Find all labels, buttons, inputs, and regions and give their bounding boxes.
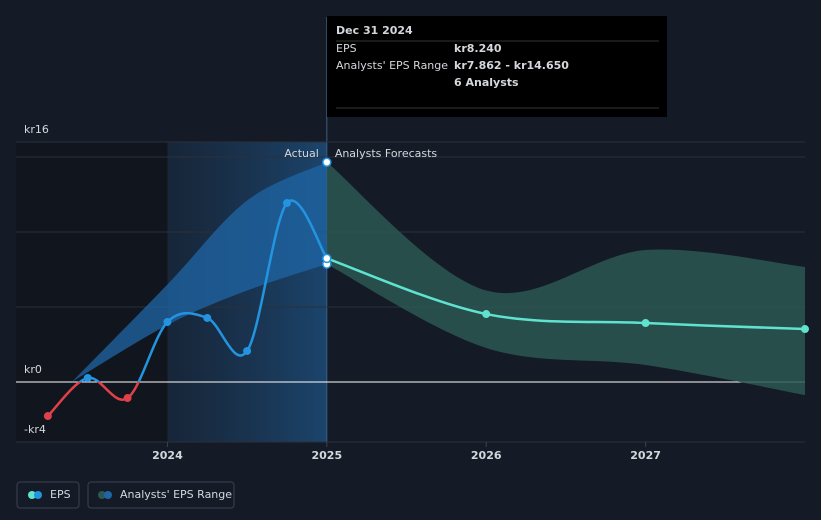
eps-point — [43, 412, 52, 421]
legend-label: Analysts' EPS Range — [120, 488, 232, 501]
eps-point-current — [322, 253, 332, 264]
tooltip-date: Dec 31 2024 — [336, 24, 413, 37]
range-area — [326, 162, 805, 396]
forecast-point — [801, 325, 809, 334]
forecast-label: Analysts Forecasts — [335, 147, 438, 160]
tooltip-value: kr7.862 - kr14.650 — [454, 59, 569, 72]
y-tick-label: kr16 — [24, 123, 49, 136]
range-point — [322, 157, 332, 167]
forecast-line — [326, 257, 806, 331]
range-area — [71, 162, 327, 382]
eps-point — [123, 394, 132, 403]
past-bg — [16, 142, 168, 442]
x-tick-label: 2027 — [630, 449, 661, 462]
tooltip-analysts: 6 Analysts — [454, 76, 519, 89]
x-tick-label: 2026 — [471, 449, 502, 462]
eps-point — [243, 346, 252, 355]
tooltip: Dec 31 2024 EPS kr8.240 Analysts' EPS Ra… — [327, 16, 667, 117]
actual-label: Actual — [284, 147, 318, 160]
x-tick-label: 2025 — [312, 449, 343, 462]
eps-line — [46, 199, 328, 417]
tooltip-label: Analysts' EPS Range — [336, 59, 448, 72]
legend-swatch — [98, 491, 106, 499]
forecast-point — [482, 310, 491, 319]
tooltip-value: kr8.240 — [454, 42, 502, 55]
tooltip-label: EPS — [336, 42, 357, 55]
y-tick-label: kr0 — [24, 363, 42, 376]
eps-point — [282, 199, 291, 208]
legend-box[interactable] — [87, 481, 235, 509]
legend-swatch — [104, 491, 112, 499]
eps-point — [203, 313, 212, 322]
y-tick-label: -kr4 — [24, 423, 46, 436]
legend-swatch — [34, 491, 42, 499]
legend: EPS Analysts' EPS Range — [16, 481, 235, 509]
x-tick-label: 2024 — [152, 449, 183, 462]
legend-label: EPS — [50, 488, 71, 501]
eps-point — [163, 318, 172, 326]
legend-swatch — [28, 491, 36, 499]
eps-point — [83, 373, 92, 382]
legend-box[interactable] — [16, 481, 80, 509]
forecast-point — [641, 319, 650, 328]
tooltip-box — [327, 16, 667, 117]
